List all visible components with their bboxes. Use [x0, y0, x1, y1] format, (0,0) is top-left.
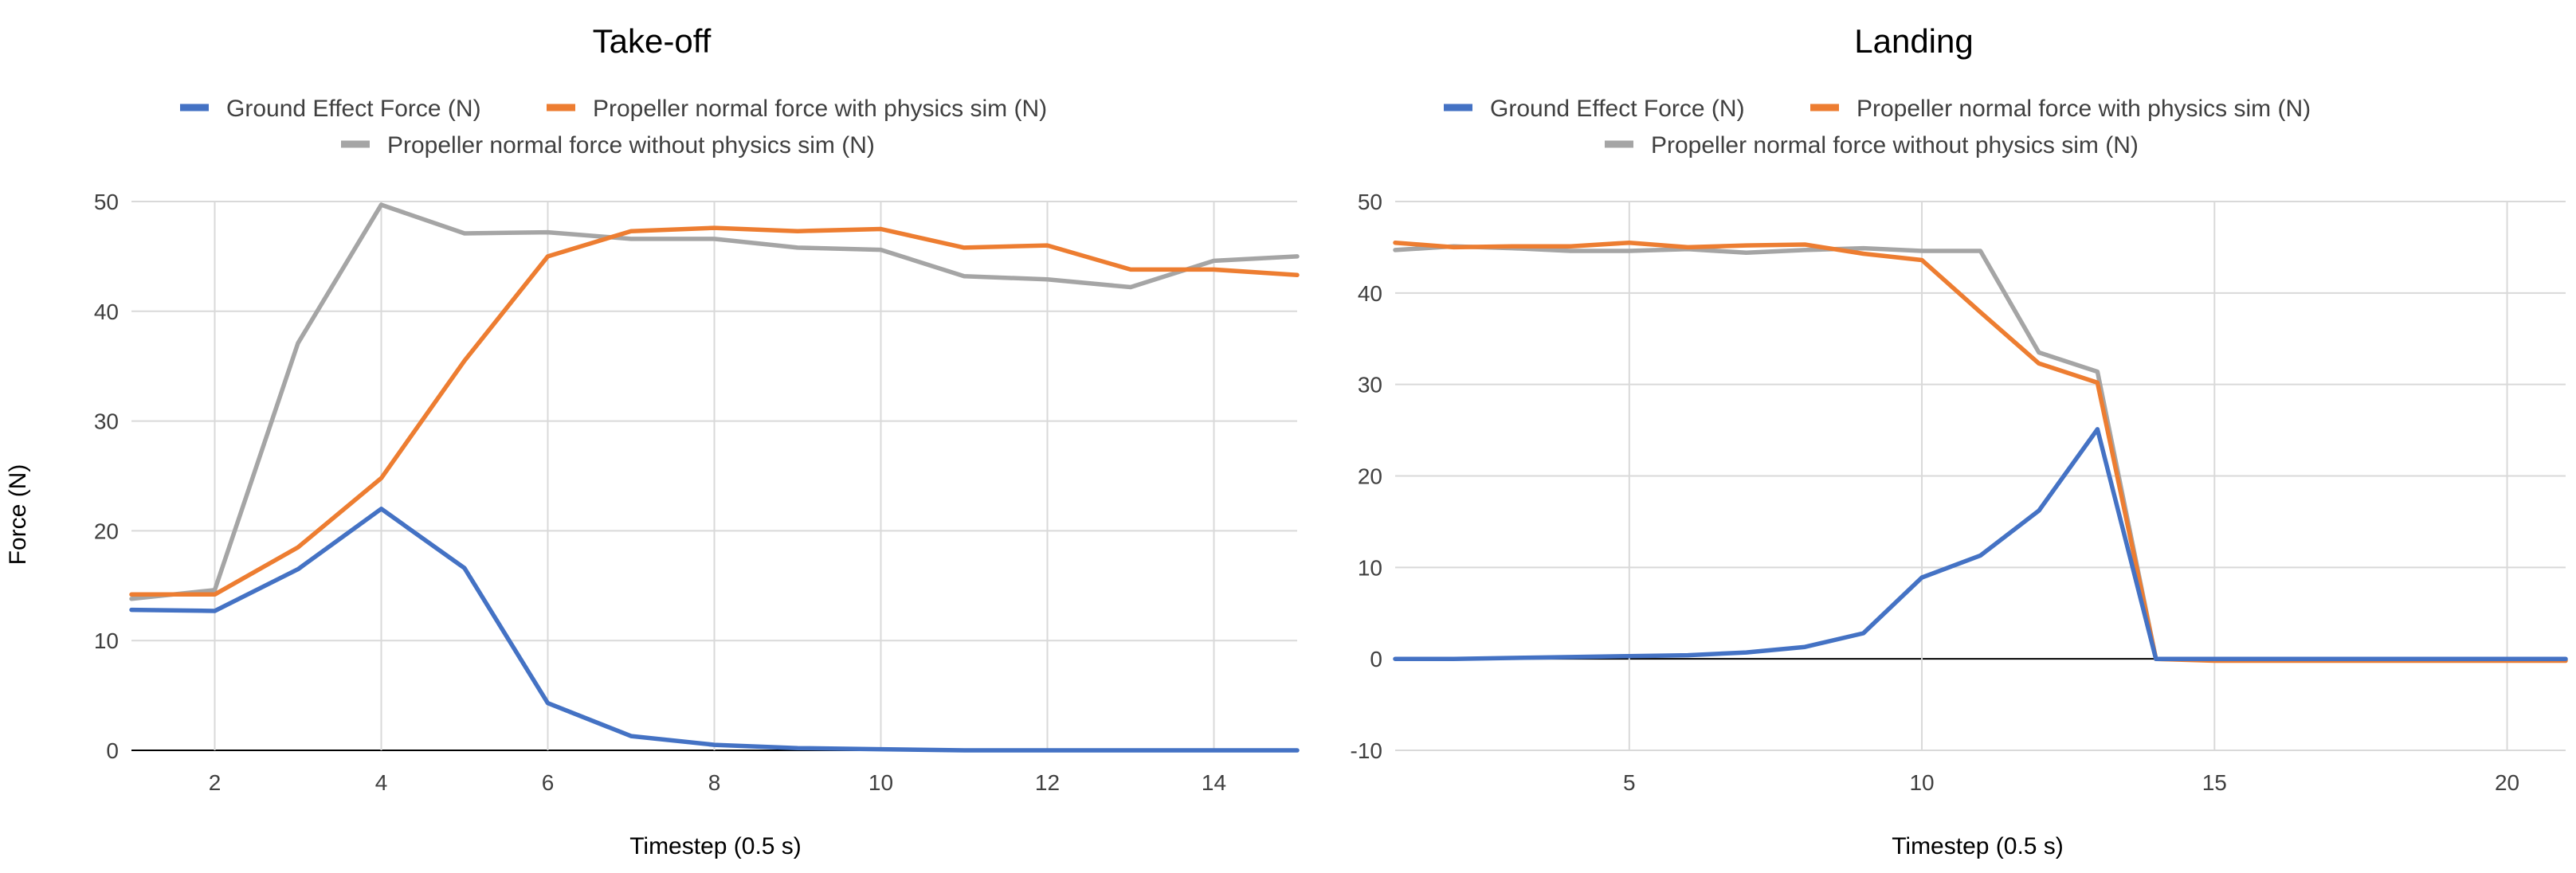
landing-chart: Landing Ground Effect Force (N) Propelle… — [1351, 22, 2568, 859]
landing-y-tick-label: 0 — [1370, 647, 1382, 671]
landing-series-line-ground-effect — [1393, 427, 2568, 661]
takeoff-x-tick-label: 8 — [708, 770, 721, 795]
landing-legend: Ground Effect Force (N) Propeller normal… — [1444, 96, 2311, 159]
takeoff-x-tick-label: 6 — [542, 770, 555, 795]
takeoff-x-tick-label: 2 — [209, 770, 222, 795]
landing-y-tick-label: 10 — [1358, 555, 1382, 580]
takeoff-legend: Ground Effect Force (N) Propeller normal… — [180, 96, 1047, 159]
landing-x-tick-label: 10 — [1909, 770, 1934, 795]
landing-legend-label-with-physics: Propeller normal force with physics sim … — [1857, 96, 2311, 122]
takeoff-y-tick-label: 50 — [94, 190, 119, 214]
takeoff-legend-label-with-physics: Propeller normal force with physics sim … — [593, 96, 1047, 122]
takeoff-series-line-with-physics — [129, 225, 1300, 597]
landing-series-line-without-physics — [1393, 244, 2568, 663]
takeoff-y-axis-label: Force (N) — [5, 464, 31, 566]
landing-legend-label-without-physics: Propeller normal force without physics s… — [1651, 132, 2139, 159]
landing-series — [1393, 240, 2568, 664]
takeoff-x-tick-label: 4 — [375, 770, 388, 795]
landing-x-tick-label: 5 — [1623, 770, 1636, 795]
takeoff-y-tick-label: 20 — [94, 519, 119, 543]
landing-y-tick-label: 20 — [1358, 464, 1382, 489]
takeoff-series — [129, 202, 1300, 753]
landing-y-tick-label: -10 — [1351, 738, 1382, 763]
takeoff-x-tick-label: 10 — [868, 770, 893, 795]
landing-grid — [1395, 201, 2566, 751]
takeoff-legend-label-without-physics: Propeller normal force without physics s… — [387, 132, 875, 159]
landing-x-tick-label: 15 — [2202, 770, 2227, 795]
landing-x-axis-label: Timestep (0.5 s) — [1892, 833, 2064, 859]
landing-series-line-with-physics — [1393, 240, 2568, 664]
takeoff-grid — [131, 201, 1297, 751]
takeoff-x-tick-label: 14 — [1202, 770, 1226, 795]
landing-title: Landing — [1854, 22, 1973, 60]
landing-tick-labels: -10 0 10 20 30 40 50 5 10 15 20 — [1351, 190, 2520, 795]
takeoff-tick-labels: 0 10 20 30 40 50 2 4 6 8 10 12 14 — [94, 190, 1226, 795]
takeoff-y-tick-label: 40 — [94, 299, 119, 324]
takeoff-legend-label-ground-effect: Ground Effect Force (N) — [226, 96, 481, 122]
takeoff-series-line-without-physics — [129, 202, 1300, 601]
takeoff-title: Take-off — [593, 22, 712, 60]
takeoff-y-tick-label: 10 — [94, 628, 119, 653]
landing-y-tick-label: 40 — [1358, 281, 1382, 306]
landing-y-tick-label: 50 — [1358, 190, 1382, 214]
takeoff-y-tick-label: 0 — [106, 738, 119, 763]
landing-legend-label-ground-effect: Ground Effect Force (N) — [1490, 96, 1745, 122]
landing-y-tick-label: 30 — [1358, 373, 1382, 397]
takeoff-series-line-ground-effect — [129, 507, 1300, 753]
takeoff-x-axis-label: Timestep (0.5 s) — [629, 833, 802, 859]
takeoff-x-tick-label: 12 — [1035, 770, 1060, 795]
takeoff-y-tick-label: 30 — [94, 409, 119, 434]
landing-x-tick-label: 20 — [2495, 770, 2519, 795]
takeoff-chart: Take-off Ground Effect Force (N) Propell… — [5, 22, 1300, 859]
